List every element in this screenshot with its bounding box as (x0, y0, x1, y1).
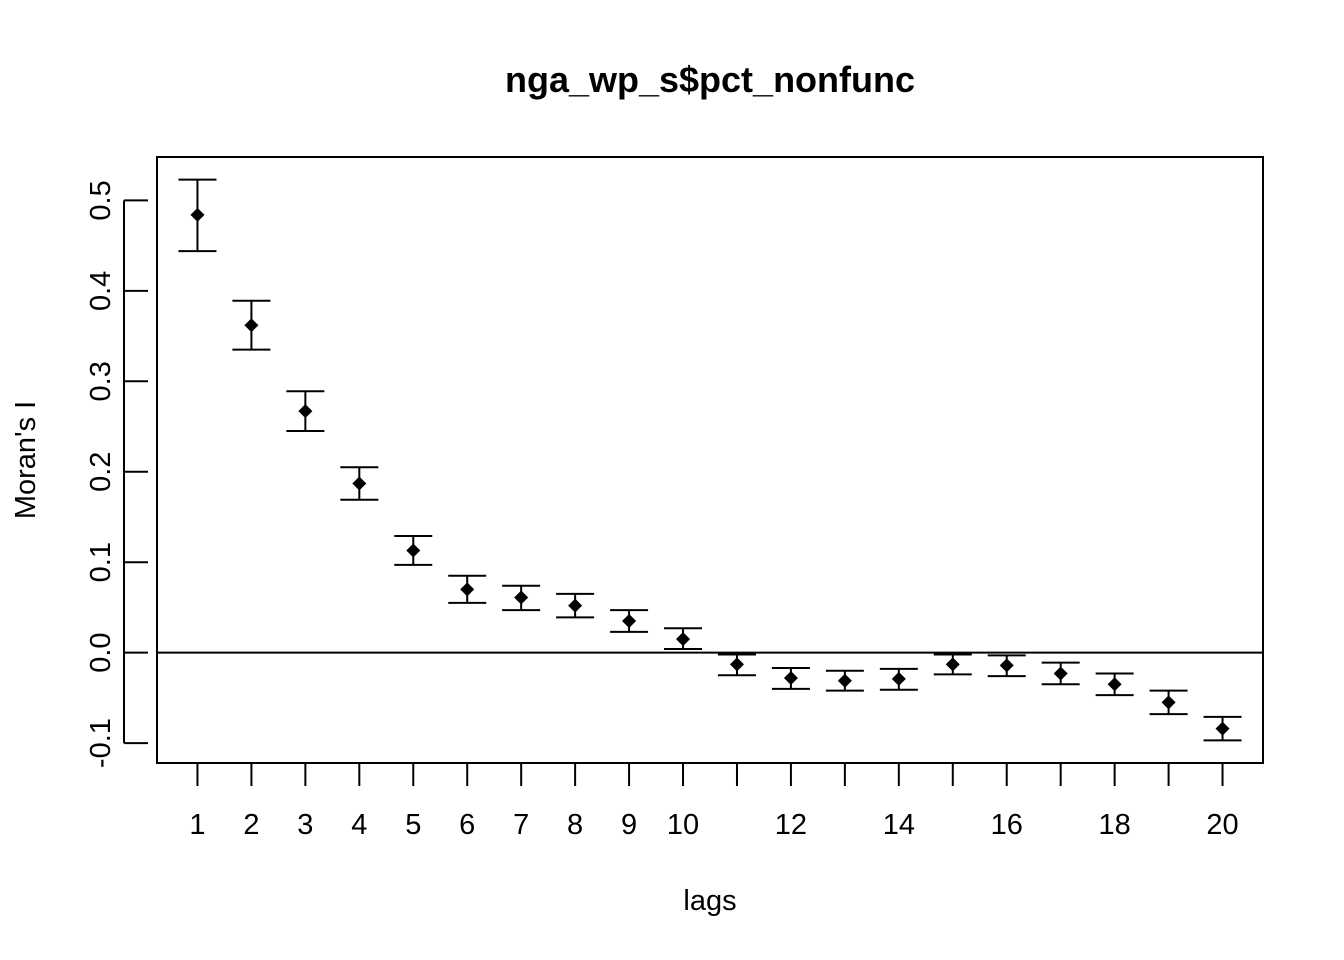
data-point-diamond (622, 613, 637, 628)
chart-title: nga_wp_s$pct_nonfunc (505, 59, 915, 100)
x-tick-label: 7 (513, 809, 529, 841)
data-point-diamond (1053, 666, 1068, 681)
data-point-diamond (729, 657, 744, 672)
y-axis-label: Moran's I (10, 401, 42, 519)
x-tick-label: 14 (883, 809, 915, 841)
y-tick-label: 0.4 (85, 271, 117, 311)
x-tick-label: 5 (405, 809, 421, 841)
data-point-diamond (568, 598, 583, 613)
y-tick-label: 0.1 (85, 542, 117, 582)
data-point-diamond (783, 670, 798, 685)
y-tick-label: 0.5 (85, 180, 117, 220)
data-point-diamond (514, 590, 529, 605)
data-point-diamond (891, 671, 906, 686)
y-tick-label: 0.2 (85, 452, 117, 492)
x-tick-label: 16 (991, 809, 1023, 841)
x-tick-label: 18 (1099, 809, 1131, 841)
x-axis-label: lags (683, 885, 736, 917)
plot-frame (156, 156, 1264, 764)
data-point-diamond (837, 673, 852, 688)
x-tick-label: 4 (351, 809, 367, 841)
data-point-diamond (406, 543, 421, 558)
data-point-diamond (190, 207, 205, 222)
data-point-diamond (298, 404, 313, 419)
data-point-diamond (352, 476, 367, 491)
data-point-diamond (1107, 677, 1122, 692)
x-tick-label: 9 (621, 809, 637, 841)
y-tick-label: -0.1 (85, 718, 117, 768)
data-point-diamond (676, 632, 691, 647)
x-tick-label: 8 (567, 809, 583, 841)
data-point-diamond (999, 658, 1014, 673)
x-tick-label: 20 (1206, 809, 1238, 841)
x-tick-label: 10 (667, 809, 699, 841)
x-tick-label: 6 (459, 809, 475, 841)
x-tick-label: 1 (189, 809, 205, 841)
x-axis: 1 2 3 4 5 6 7 8 9 10 12 14 16 18 20 (189, 762, 1239, 841)
y-tick-label: 0.3 (85, 361, 117, 401)
data-point-diamond (1161, 695, 1176, 710)
data-point-diamond (945, 657, 960, 672)
data-point-diamond (1215, 721, 1230, 736)
y-tick-label: 0.0 (85, 632, 117, 672)
error-bars (178, 178, 1242, 742)
data-points (190, 207, 1230, 736)
data-point-diamond (244, 318, 259, 333)
x-tick-label: 2 (243, 809, 259, 841)
x-tick-label: 3 (297, 809, 313, 841)
y-axis: -0.1 0.0 0.1 0.2 0.3 0.4 0.5 (85, 180, 148, 768)
x-tick-label: 12 (775, 809, 807, 841)
data-point-diamond (460, 582, 475, 597)
